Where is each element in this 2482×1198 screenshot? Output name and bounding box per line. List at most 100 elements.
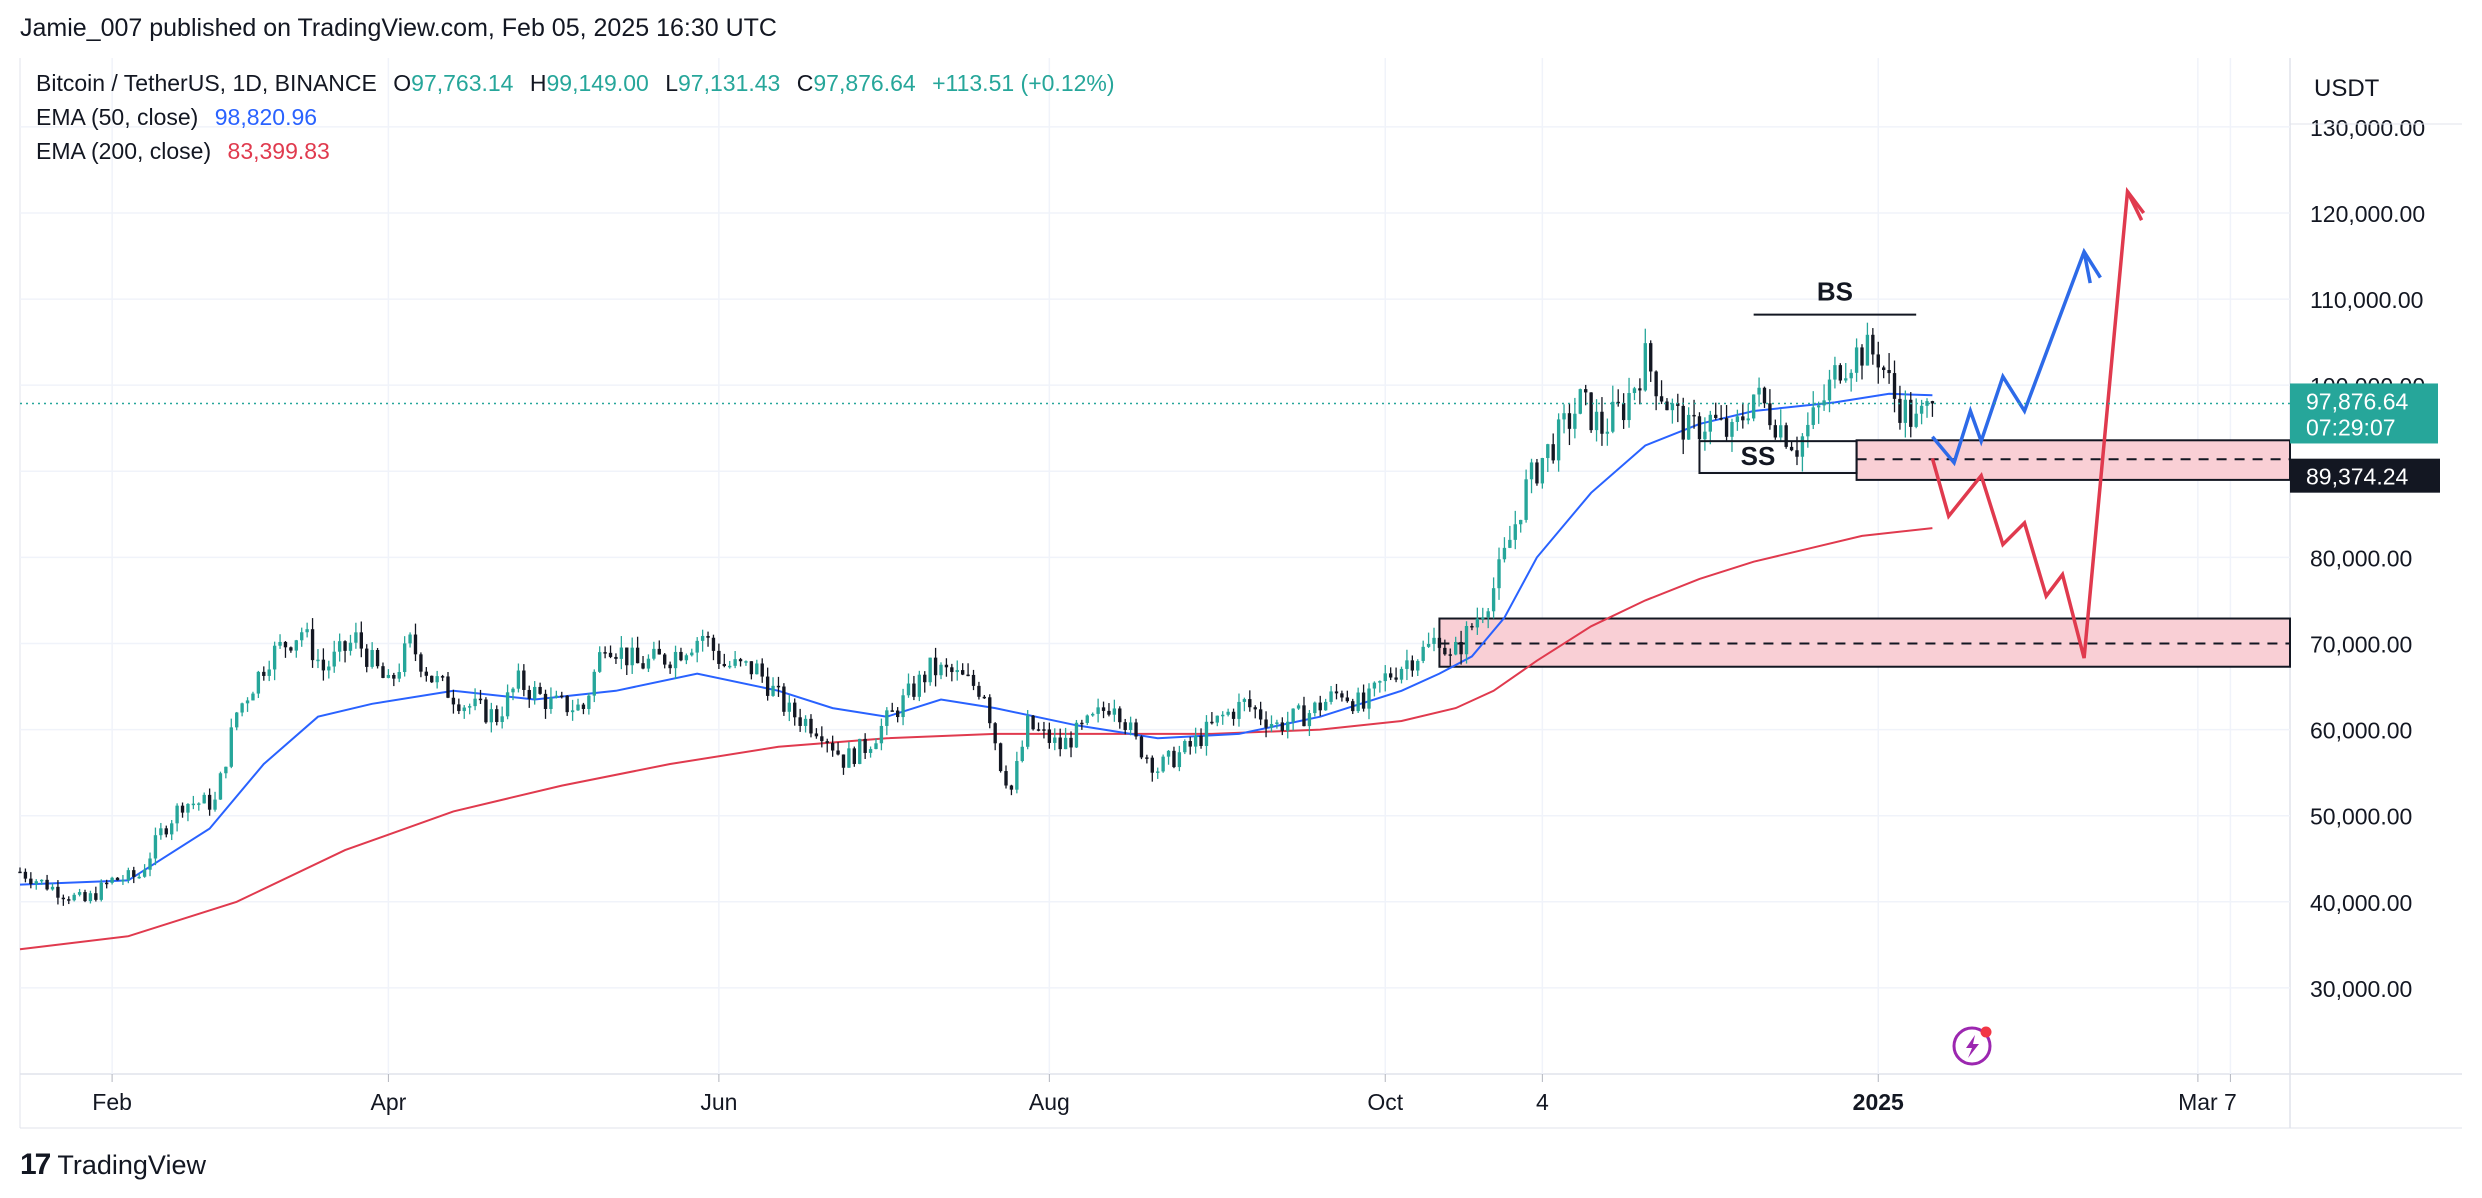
ema-200-layer <box>19 527 1933 951</box>
candle-body <box>755 663 759 675</box>
candle-body <box>224 766 228 774</box>
candle-body <box>868 749 873 753</box>
candle-body <box>1925 401 1929 406</box>
candle-body <box>202 794 206 804</box>
candle-body <box>1616 401 1620 404</box>
candle-body <box>1751 394 1756 419</box>
candle-body <box>1226 711 1230 715</box>
candle-body <box>570 710 575 713</box>
tradingview-logo[interactable]: 17 TradingView <box>20 1148 206 1182</box>
legend-ema200-label[interactable]: EMA (200, close) <box>36 138 212 164</box>
candle-body <box>1156 771 1160 773</box>
candle-body <box>337 641 342 652</box>
candle-body <box>679 651 683 661</box>
candle-body <box>50 886 55 890</box>
candle-body <box>673 651 678 669</box>
candle-body <box>1475 618 1480 628</box>
legend-ema200[interactable]: EMA (200, close) 83,399.83 <box>36 138 330 165</box>
candle-body <box>993 723 997 744</box>
legend-ohlc[interactable]: Bitcoin / TetherUS, 1D, BINANCE O97,763.… <box>36 70 1115 97</box>
candle-body <box>1854 347 1859 373</box>
candle-body <box>560 695 564 698</box>
candle-body <box>1844 378 1848 381</box>
candle-body <box>1302 705 1306 727</box>
candle-body <box>446 676 450 698</box>
candle-body <box>635 647 640 664</box>
candle-body <box>402 643 407 673</box>
candle-body <box>159 828 163 836</box>
candle-body <box>787 702 791 712</box>
candle-body <box>1551 444 1555 461</box>
level-price-tag[interactable] <box>2290 458 2440 493</box>
last-price-tag[interactable] <box>2290 383 2438 444</box>
candle-body <box>1242 699 1247 702</box>
currency-label[interactable]: USDT <box>2314 75 2380 102</box>
candle-body <box>1621 402 1626 421</box>
bullish-projection-path-arrowhead <box>2082 251 2092 284</box>
candle-body <box>1665 401 1669 411</box>
candle-body <box>386 674 391 678</box>
x-tick-label: 4 <box>1536 1089 1549 1115</box>
candle-body <box>1784 425 1788 447</box>
candle-body <box>392 674 396 679</box>
legend-ema50-label[interactable]: EMA (50, close) <box>36 104 199 130</box>
sell-side-label: SS <box>1741 441 1776 471</box>
candle-body <box>1638 388 1642 391</box>
candle-body <box>1703 431 1707 440</box>
lightning-icon[interactable] <box>1952 1026 1992 1066</box>
candle-body <box>115 877 120 881</box>
candle-body <box>500 716 504 723</box>
candle-body <box>484 699 488 723</box>
candle-body <box>1199 735 1203 746</box>
candle-body <box>527 689 531 699</box>
candle-body <box>1437 637 1442 648</box>
candle-body <box>1015 761 1019 790</box>
candle-body <box>1421 646 1425 661</box>
candle-body <box>646 658 651 669</box>
candle-body <box>603 652 607 654</box>
candle-body <box>1865 334 1870 366</box>
candle-body <box>933 657 938 676</box>
candle-body <box>874 743 878 750</box>
candle-body <box>803 718 808 726</box>
candle-body <box>1031 715 1035 730</box>
candle-body <box>1221 714 1225 717</box>
candle-body <box>1697 416 1702 440</box>
candle-body <box>663 654 667 665</box>
candle-body <box>1063 737 1068 750</box>
x-tick-label: Apr <box>371 1089 407 1115</box>
candle-body <box>327 666 331 671</box>
candle-body <box>825 741 829 743</box>
candle-body <box>722 663 726 667</box>
candle-body <box>814 733 819 737</box>
candle-body <box>630 647 634 666</box>
legend-symbol[interactable]: Bitcoin / TetherUS, 1D, BINANCE <box>36 70 377 96</box>
candle-body <box>793 702 797 718</box>
candle-body <box>1540 458 1545 484</box>
candle-body <box>912 683 916 697</box>
candle-body <box>1822 400 1826 406</box>
candle-body <box>830 742 835 751</box>
candle-body <box>142 869 147 877</box>
candle-body <box>370 649 374 667</box>
candle-body <box>365 648 369 667</box>
candle-body <box>744 661 748 663</box>
candle-body <box>1594 411 1599 431</box>
candle-body <box>137 876 141 879</box>
candle-body <box>1860 347 1864 366</box>
candle-body <box>1258 709 1263 720</box>
candle-body <box>1719 417 1723 420</box>
candle-body <box>1237 701 1241 719</box>
candle-body <box>34 881 38 885</box>
x-tick-label: Feb <box>92 1089 132 1115</box>
candle-body <box>771 685 775 696</box>
candle-body <box>1329 691 1333 702</box>
legend-ema50[interactable]: EMA (50, close) 98,820.96 <box>36 104 317 131</box>
bar-countdown: 07:29:07 <box>2306 414 2396 440</box>
candle-body <box>359 632 363 649</box>
candle-body <box>836 750 840 755</box>
candle-body <box>1210 721 1214 724</box>
candle-body <box>1340 693 1344 698</box>
